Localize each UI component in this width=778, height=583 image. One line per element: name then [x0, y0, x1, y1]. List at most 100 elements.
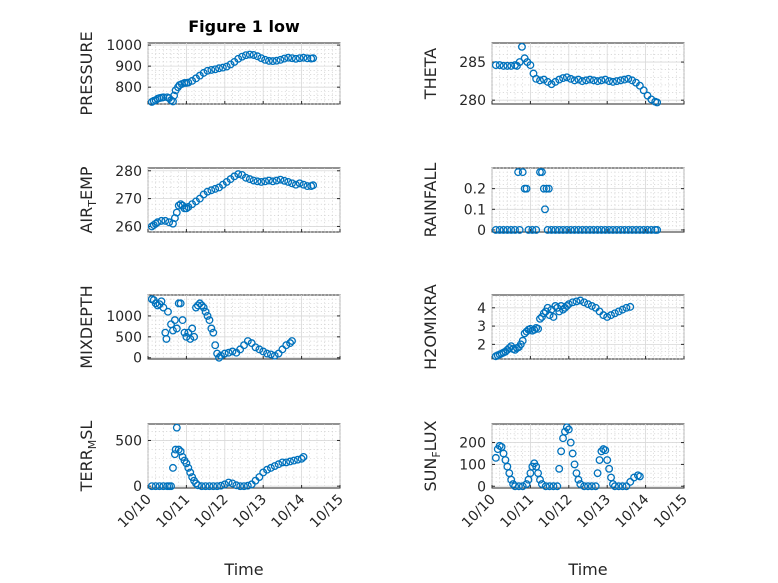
data-point	[570, 225, 579, 234]
data-point	[176, 299, 185, 308]
data-point	[610, 309, 619, 318]
data-point	[157, 216, 166, 225]
data-point	[555, 225, 564, 234]
data-point	[211, 65, 220, 74]
data-point	[159, 93, 168, 102]
data-point	[495, 225, 504, 234]
data-point	[545, 482, 554, 491]
data-point	[491, 225, 500, 234]
data-point	[197, 301, 206, 310]
data-point	[499, 225, 508, 234]
data-point	[507, 225, 516, 234]
data-point	[555, 75, 564, 84]
y-tick-label: 500	[115, 330, 142, 346]
data-point	[286, 339, 295, 348]
data-point	[151, 482, 160, 491]
data-point	[220, 349, 229, 358]
data-point	[170, 91, 179, 100]
data-point	[288, 337, 296, 345]
data-point	[622, 482, 631, 491]
data-point	[172, 423, 181, 432]
data-point	[559, 74, 567, 83]
y-tick-label: 4	[477, 301, 486, 317]
x-axis-label: Time	[223, 560, 263, 579]
data-point	[257, 177, 266, 186]
data-point	[261, 55, 270, 64]
data-point	[557, 447, 566, 456]
y-axis-label-main: H2OMIXRA	[421, 284, 440, 370]
data-point	[270, 462, 279, 471]
data-point	[147, 482, 156, 491]
data-point	[207, 324, 216, 333]
data-point	[203, 66, 212, 75]
data-point	[624, 225, 633, 234]
data-point	[222, 62, 231, 71]
data-point	[584, 300, 592, 309]
data-point	[241, 51, 250, 60]
data-point	[582, 225, 591, 234]
data-point	[632, 225, 640, 234]
data-point	[562, 423, 571, 432]
data-point	[268, 57, 277, 66]
data-point	[251, 343, 260, 352]
data-point	[601, 75, 610, 84]
data-point	[547, 225, 556, 234]
y-tick-label: 1000	[106, 38, 142, 54]
data-point	[265, 56, 273, 65]
data-point	[587, 482, 596, 491]
data-point	[547, 80, 556, 89]
data-point	[612, 225, 621, 234]
y-axis-label-main: THETA	[421, 48, 440, 100]
data-point	[530, 325, 539, 334]
data-point	[295, 179, 304, 188]
data-point	[578, 225, 587, 234]
data-point	[295, 54, 304, 63]
y-tick-label: 100	[459, 457, 486, 473]
data-point	[549, 312, 558, 321]
data-point	[241, 173, 250, 182]
data-point	[543, 225, 552, 234]
y-axis-label: SUNFLUX	[421, 420, 443, 491]
panel-h2omixra: 2 3 4 H2OMIXRA	[421, 284, 685, 370]
data-point	[597, 76, 606, 85]
data-point	[165, 218, 174, 227]
x-tick-label: 10/15	[307, 492, 347, 532]
data-point	[553, 482, 562, 491]
data-point	[280, 176, 289, 185]
data-point	[542, 184, 551, 193]
data-point	[566, 225, 575, 234]
data-point	[211, 184, 220, 193]
data-point	[203, 187, 212, 196]
data-point	[284, 53, 293, 62]
data-point	[205, 482, 214, 491]
y-axis-label-sub: F	[430, 451, 443, 457]
data-point	[524, 225, 533, 234]
data-point	[515, 58, 524, 67]
data-point	[174, 445, 183, 454]
data-point	[605, 464, 614, 473]
x-axis-label: Time	[567, 560, 607, 579]
data-point	[564, 425, 573, 434]
data-point	[635, 81, 644, 90]
data-point	[544, 184, 553, 193]
x-tick-label: 10/12	[192, 492, 232, 532]
data-point	[186, 468, 195, 477]
data-point	[593, 225, 602, 234]
data-point	[169, 463, 177, 472]
data-point	[620, 75, 629, 84]
y-axis-label: PRESSURE	[77, 31, 96, 115]
axes-frame	[147, 167, 341, 233]
data-point	[555, 464, 564, 473]
data-point	[582, 76, 591, 85]
data-point	[626, 302, 635, 311]
x-tick-label: 10/10	[115, 492, 155, 532]
data-point	[234, 54, 243, 63]
data-point	[566, 438, 575, 447]
y-tick-label: 200	[459, 436, 486, 452]
data-point	[515, 225, 524, 234]
data-point	[635, 472, 644, 481]
y-tick-label: 260	[115, 219, 142, 235]
y-axis-label-main: SUN	[421, 458, 440, 492]
axes-frame	[491, 42, 685, 105]
